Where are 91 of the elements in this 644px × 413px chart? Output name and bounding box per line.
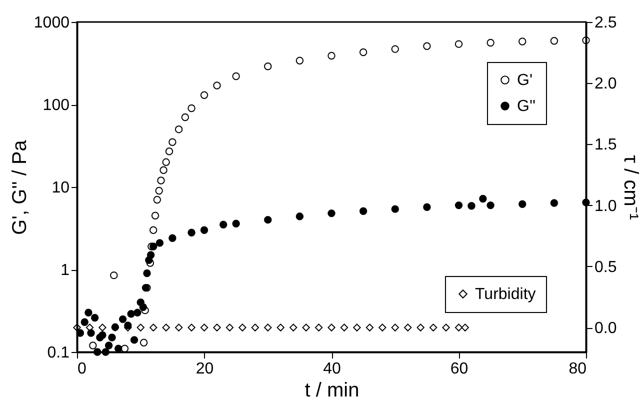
point (168, 234, 176, 242)
y2-axis-title: τ / cm⁻¹ (620, 155, 642, 220)
y2-tick-label: 2.0 (594, 76, 617, 93)
y-tick-label: 10 (52, 180, 70, 196)
point (264, 216, 272, 224)
legend-label: G' (517, 72, 532, 89)
y2-tick-label: 0.5 (594, 258, 617, 276)
y-tick-label: 1000 (34, 14, 70, 32)
point (518, 38, 526, 46)
point (157, 176, 165, 184)
point (146, 259, 154, 267)
point (98, 331, 106, 340)
point (296, 212, 304, 220)
point (156, 239, 164, 247)
point (391, 45, 399, 53)
point (110, 271, 118, 280)
legend-label: G'' (517, 98, 536, 115)
point (582, 198, 590, 206)
point (200, 226, 208, 234)
point (486, 38, 494, 47)
point (328, 209, 336, 218)
y-tick-label: 100 (42, 97, 70, 114)
point (87, 329, 95, 337)
y2-tick-label: 1.5 (594, 136, 617, 154)
point (174, 125, 183, 134)
x-tick-label: 80 (568, 360, 587, 378)
point (102, 348, 110, 356)
point (130, 336, 138, 344)
point (391, 205, 399, 213)
point (89, 342, 97, 350)
point (168, 138, 176, 146)
point (582, 36, 590, 44)
point (232, 220, 240, 228)
x-tick-label: 0 (78, 360, 86, 378)
legend-label: Turbidity (475, 286, 536, 303)
point (76, 329, 84, 337)
point (165, 148, 174, 156)
point (468, 202, 476, 210)
point (213, 82, 221, 90)
x-tick-label: 40 (323, 360, 341, 378)
y-tick-label: 1 (60, 262, 70, 279)
point (84, 308, 92, 316)
point (296, 56, 304, 64)
point (155, 186, 163, 195)
point (219, 220, 228, 228)
y2-tick-label: 0.0 (594, 320, 617, 338)
x-tick-label: 20 (196, 360, 214, 378)
point (153, 196, 162, 204)
point (118, 315, 127, 324)
point (550, 37, 558, 45)
point (518, 200, 526, 208)
point (143, 269, 151, 278)
point (423, 42, 431, 50)
point (120, 344, 129, 352)
point (454, 201, 463, 210)
point (162, 158, 170, 166)
point (90, 314, 99, 322)
point (146, 251, 155, 259)
y2-tick-label: 2.5 (594, 14, 617, 32)
point (104, 342, 113, 350)
point (232, 72, 240, 80)
point (151, 212, 160, 220)
point (423, 203, 431, 211)
point (149, 226, 158, 234)
y-axis-title: G', G'' / Pa (8, 139, 31, 235)
point (181, 113, 190, 122)
point (80, 318, 88, 326)
point (108, 334, 116, 342)
point (127, 310, 135, 318)
point (140, 338, 148, 346)
point (550, 199, 558, 207)
point (200, 91, 208, 99)
point (359, 48, 368, 56)
point (114, 344, 122, 352)
x-axis-title: t / min (304, 380, 360, 402)
point (479, 194, 487, 203)
x-tick-label: 60 (450, 360, 468, 378)
point (486, 201, 494, 210)
point (188, 228, 196, 236)
y-tick-label: 0.1 (47, 344, 70, 362)
point (328, 52, 336, 60)
point (188, 104, 196, 112)
point (454, 40, 463, 48)
point (94, 348, 102, 356)
point (139, 303, 148, 311)
point (134, 308, 142, 316)
point (160, 166, 168, 174)
point (359, 207, 368, 215)
point (264, 62, 272, 70)
point (141, 306, 149, 314)
y2-tick-label: 1.0 (594, 198, 617, 215)
